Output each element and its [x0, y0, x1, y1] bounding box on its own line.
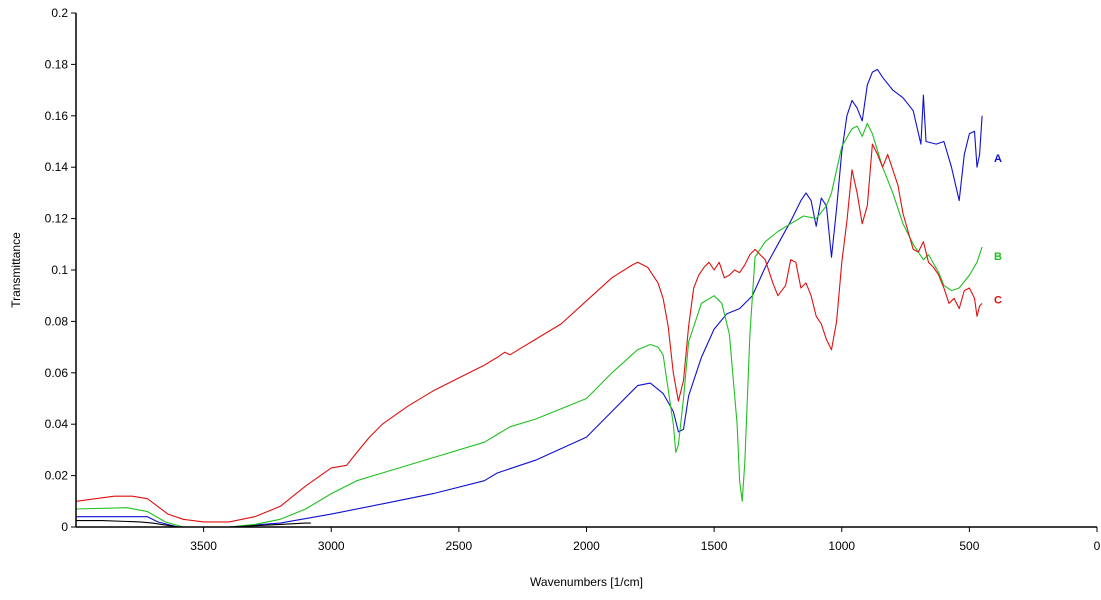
series-b-label: B — [994, 251, 1002, 263]
series-c-line — [75, 143, 983, 523]
y-tick-label: 0.16 — [45, 109, 69, 123]
y-tick-label: 0.06 — [45, 366, 69, 380]
y-axis-ticks: 0 0.02 0.04 0.06 0.08 0.1 0.12 0.14 0.16 0.18 0.2 — [45, 6, 76, 534]
y-tick-label: 0 — [61, 520, 68, 534]
series-labels: A B C — [994, 153, 1002, 306]
y-tick-label: 0.14 — [45, 160, 69, 174]
x-tick-label: 0 — [1094, 539, 1101, 553]
x-tick-label: 3000 — [318, 539, 345, 553]
y-tick-label: 0.04 — [45, 417, 69, 431]
y-tick-label: 0.02 — [45, 469, 69, 483]
y-tick-label: 0.08 — [45, 314, 69, 328]
x-tick-label: 2500 — [446, 539, 473, 553]
x-tick-label: 500 — [959, 539, 979, 553]
series-c-label: C — [994, 295, 1002, 307]
y-tick-label: 0.12 — [45, 212, 69, 226]
x-axis-title: Wavenumbers [1/cm] — [530, 575, 643, 589]
series-b-line — [75, 122, 983, 528]
x-tick-label: 1000 — [828, 539, 855, 553]
series-a-line — [76, 68, 983, 528]
y-tick-label: 0.2 — [51, 6, 68, 20]
y-axis-title: Transmittance — [9, 232, 23, 308]
series-layer — [75, 68, 983, 528]
y-tick-label: 0.1 — [51, 263, 68, 277]
x-tick-label: 2000 — [573, 539, 600, 553]
x-tick-label: 1500 — [701, 539, 728, 553]
x-axis-ticks: 3500 3000 2500 2000 1500 1000 500 0 — [190, 527, 1101, 553]
series-a-label: A — [994, 153, 1002, 165]
x-tick-label: 3500 — [190, 539, 217, 553]
y-tick-label: 0.18 — [45, 57, 69, 71]
